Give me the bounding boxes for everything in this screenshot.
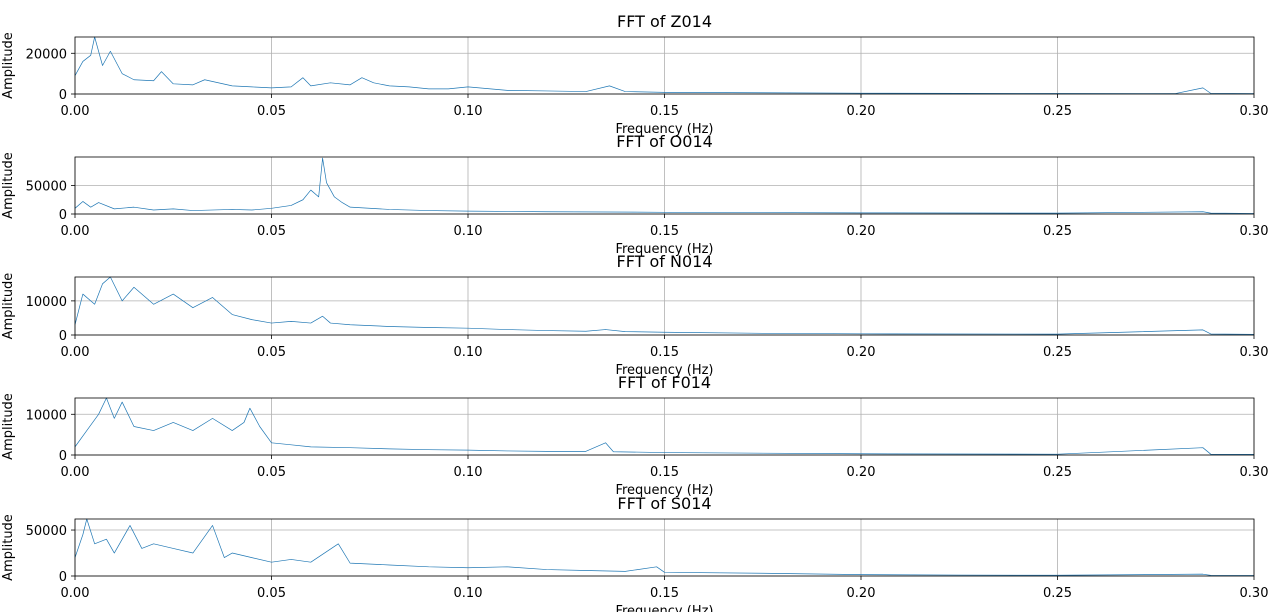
x-tick-label: 0.10 [454, 104, 483, 119]
x-tick-label: 0.25 [1043, 345, 1072, 360]
y-tick-label: 0 [59, 88, 67, 103]
x-axis-label: Frequency (Hz) [615, 363, 713, 378]
x-tick-label: 0.05 [257, 465, 286, 480]
y-axis-label: Amplitude [1, 152, 16, 219]
y-tick-label: 50000 [26, 524, 67, 539]
y-axis-label: Amplitude [1, 32, 16, 99]
subplot-title: FFT of Z014 [617, 12, 712, 31]
x-tick-label: 0.05 [257, 345, 286, 360]
x-tick-label: 0.10 [454, 224, 483, 239]
x-tick-label: 0.05 [257, 586, 286, 601]
x-axis-label: Frequency (Hz) [615, 483, 713, 498]
x-tick-label: 0.15 [650, 586, 679, 601]
subplot-title: FFT of F014 [618, 373, 711, 392]
x-tick-label: 0.20 [847, 586, 876, 601]
x-tick-label: 0.20 [847, 465, 876, 480]
subplot-5: 0.00 0.05 0.10 0.15 0.20 0.25 0.30 0 50000 FFT of… [1, 494, 1268, 612]
y-axis-label: Amplitude [1, 393, 16, 460]
x-tick-label: 0.30 [1240, 224, 1269, 239]
fft-series-line [74, 36, 1255, 94]
x-tick-label: 0.10 [454, 465, 483, 480]
x-tick-label: 0.25 [1043, 104, 1072, 119]
x-tick-label: 0.15 [650, 104, 679, 119]
x-tick-label: 0.30 [1240, 465, 1269, 480]
x-tick-label: 0.10 [454, 345, 483, 360]
y-tick-label: 0 [59, 449, 67, 464]
x-tick-label: 0.00 [61, 586, 90, 601]
subplot-1: 0.00 0.05 0.10 0.15 0.20 0.25 0.30 0 20000 FFT of… [1, 12, 1268, 137]
fft-series-line [74, 518, 1255, 576]
x-axis-label: Frequency (Hz) [615, 122, 713, 137]
x-tick-label: 0.25 [1043, 224, 1072, 239]
x-tick-label: 0.25 [1043, 586, 1072, 601]
x-tick-label: 0.30 [1240, 345, 1269, 360]
x-tick-label: 0.15 [650, 465, 679, 480]
y-tick-label: 20000 [26, 47, 67, 62]
x-tick-label: 0.15 [650, 224, 679, 239]
fft-series-line [74, 157, 1255, 214]
x-tick-label: 0.30 [1240, 104, 1269, 119]
y-axis-label: Amplitude [1, 273, 16, 340]
subplot-3: 0.00 0.05 0.10 0.15 0.20 0.25 0.30 0 10000 FFT of… [1, 252, 1268, 378]
x-tick-label: 0.00 [61, 104, 90, 119]
x-tick-label: 0.15 [650, 345, 679, 360]
y-tick-label: 50000 [26, 180, 67, 195]
x-axis-label: Frequency (Hz) [615, 242, 713, 257]
subplot-title: FFT of S014 [617, 494, 711, 513]
x-tick-label: 0.05 [257, 104, 286, 119]
y-tick-label: 10000 [26, 408, 67, 423]
x-tick-label: 0.00 [61, 345, 90, 360]
x-tick-label: 0.00 [61, 224, 90, 239]
x-tick-label: 0.20 [847, 104, 876, 119]
fft-series-line [74, 397, 1255, 455]
y-tick-label: 0 [59, 570, 67, 585]
subplot-title: FFT of O014 [616, 132, 713, 151]
x-tick-label: 0.00 [61, 465, 90, 480]
x-tick-label: 0.05 [257, 224, 286, 239]
fft-series-line [74, 276, 1255, 335]
y-tick-label: 0 [59, 329, 67, 344]
x-tick-label: 0.30 [1240, 586, 1269, 601]
y-tick-label: 10000 [26, 295, 67, 310]
subplot-4: 0.00 0.05 0.10 0.15 0.20 0.25 0.30 0 10000 FFT of… [1, 373, 1268, 498]
x-tick-label: 0.25 [1043, 465, 1072, 480]
y-tick-label: 0 [59, 208, 67, 223]
x-tick-label: 0.20 [847, 224, 876, 239]
subplot-2: 0.00 0.05 0.10 0.15 0.20 0.25 0.30 0 50000 FFT of… [1, 132, 1268, 257]
subplot-title: FFT of N014 [617, 252, 713, 271]
x-axis-label: Frequency (Hz) [615, 604, 713, 612]
x-tick-label: 0.10 [454, 586, 483, 601]
x-tick-label: 0.20 [847, 345, 876, 360]
y-axis-label: Amplitude [1, 514, 16, 581]
